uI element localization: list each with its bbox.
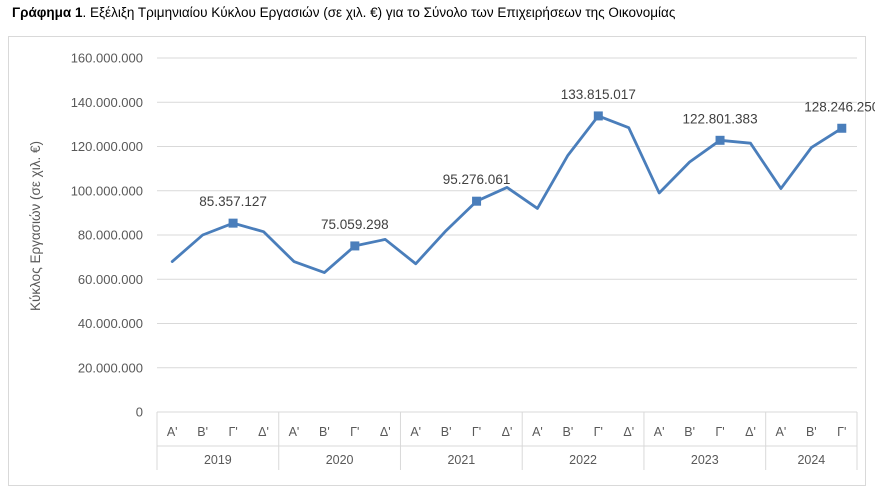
x-tick-label: Δ' [623, 425, 634, 439]
gridlines [157, 57, 857, 413]
y-axis-title: Κύκλος Εργασιών (σε χιλ. €) [28, 141, 43, 311]
x-tick-label: Γ' [715, 425, 724, 439]
x-group-label: 2024 [797, 453, 825, 467]
y-tick-label: 40.000.000 [78, 316, 143, 331]
x-tick-label: Β' [806, 425, 817, 439]
y-axis: 0 20.000.000 40.000.000 60.000.000 80.000.00… [71, 51, 143, 420]
x-tick-label: Γ' [228, 425, 237, 439]
caption-text: . Εξέλιξη Τριμηνιαίου Κύκλου Εργασιών (σ… [82, 5, 676, 20]
x-tick-label: Α' [532, 425, 543, 439]
x-tick-label: Δ' [258, 425, 269, 439]
x-tick-label: Α' [410, 425, 421, 439]
data-marker [837, 123, 847, 133]
chart-caption: Γράφημα 1. Εξέλιξη Τριμηνιαίου Κύκλου Ερ… [12, 5, 675, 20]
x-tick-label: Β' [441, 425, 452, 439]
x-axis: Α' Β' Γ' Δ' 2019 Α' Β' Γ' Δ' 2020 Α' Β' Γ' Δ' 2021 Α' Β'… [156, 412, 858, 470]
x-tick-label: Β' [319, 425, 330, 439]
x-tick-label: Γ' [594, 425, 603, 439]
data-label: 85.357.127 [199, 194, 267, 209]
y-tick-label: 140.000.000 [71, 95, 143, 110]
x-tick-label: Α' [289, 425, 300, 439]
data-labels: 85.357.127 75.059.298 95.276.061 133.815.01… [199, 87, 875, 232]
x-tick-label: Δ' [745, 425, 756, 439]
series-turnover [170, 111, 847, 275]
x-tick-label: Β' [563, 425, 574, 439]
data-marker [228, 218, 238, 228]
x-group-label: 2019 [204, 453, 232, 467]
data-label: 75.059.298 [321, 217, 389, 232]
x-tick-label: Δ' [380, 425, 391, 439]
x-tick-label: Γ' [350, 425, 359, 439]
y-tick-label: 160.000.000 [71, 51, 143, 66]
x-tick-label: Α' [654, 425, 665, 439]
x-tick-label: Γ' [472, 425, 481, 439]
data-marker [593, 111, 603, 121]
x-tick-label: Γ' [837, 425, 846, 439]
y-tick-label: 60.000.000 [78, 272, 143, 287]
y-tick-label: 120.000.000 [71, 139, 143, 154]
data-marker [350, 241, 360, 251]
data-label: 122.801.383 [683, 111, 758, 126]
caption-label: Γράφημα 1 [12, 5, 83, 20]
data-marker [715, 135, 725, 145]
data-marker [472, 196, 482, 206]
x-group-label: 2023 [691, 453, 719, 467]
x-tick-label: Δ' [502, 425, 513, 439]
series-line [170, 114, 844, 275]
y-tick-label: 20.000.000 [78, 360, 143, 375]
data-label: 128.246.250 [804, 99, 875, 114]
x-group-label: 2022 [569, 453, 597, 467]
x-group-label: 2020 [326, 453, 354, 467]
y-tick-label: 0 [136, 405, 143, 420]
x-group-label: 2021 [447, 453, 475, 467]
x-tick-label: Α' [167, 425, 178, 439]
data-label: 133.815.017 [561, 87, 636, 102]
data-label: 95.276.061 [443, 172, 511, 187]
x-tick-label: Β' [197, 425, 208, 439]
x-tick-label: Β' [684, 425, 695, 439]
chart-frame [8, 36, 866, 486]
x-tick-label: Α' [776, 425, 787, 439]
y-tick-label: 80.000.000 [78, 228, 143, 243]
y-tick-label: 100.000.000 [71, 183, 143, 198]
